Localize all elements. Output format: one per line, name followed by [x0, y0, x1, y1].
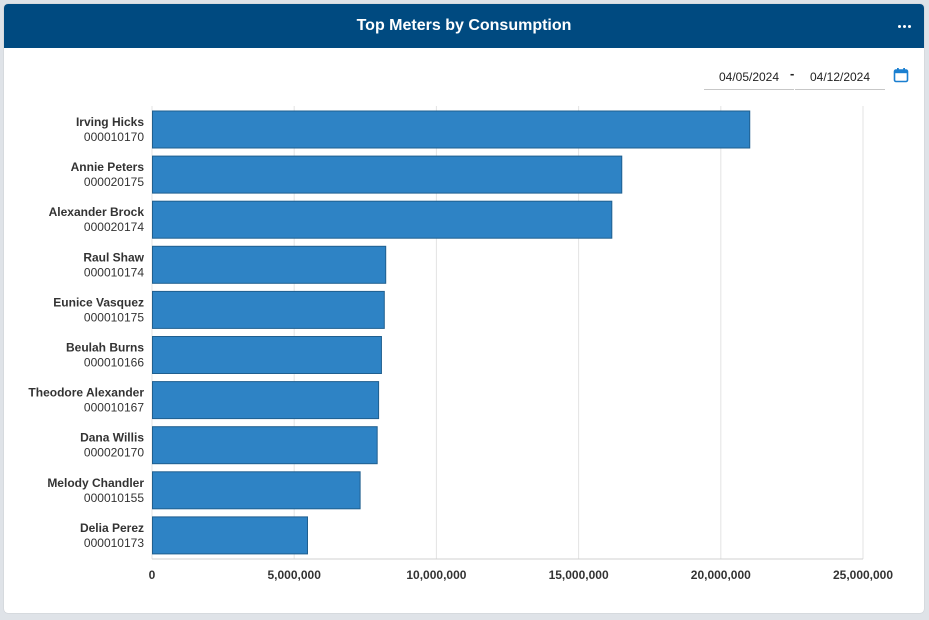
bar-2[interactable]	[152, 155, 623, 194]
category-name-label: Alexander Brock	[49, 205, 145, 219]
x-tick-label: 20,000,000	[691, 568, 751, 582]
date-range-separator: -	[790, 66, 795, 81]
category-name-label: Melody Chandler	[47, 476, 144, 490]
x-tick-label: 25,000,000	[833, 568, 893, 582]
category-name-label: Eunice Vasquez	[53, 295, 144, 309]
widget-panel: Top Meters by Consumption 04/05/2024 - 0…	[4, 4, 924, 613]
category-id-label: 000020174	[84, 220, 144, 234]
bar-6[interactable]	[152, 336, 382, 374]
category-name-label: Theodore Alexander	[28, 386, 144, 400]
bar-9[interactable]	[152, 471, 361, 510]
bar-10[interactable]	[152, 516, 308, 555]
category-id-label: 000010166	[84, 356, 144, 370]
x-tick-label: 15,000,000	[549, 568, 609, 582]
category-name-label: Annie Peters	[71, 160, 145, 174]
category-id-label: 000020175	[84, 175, 144, 189]
category-id-label: 000010174	[84, 265, 144, 279]
category-name-label: Irving Hicks	[76, 115, 144, 129]
x-tick-label: 0	[149, 568, 156, 582]
bar-3[interactable]	[152, 200, 613, 239]
more-options-icon[interactable]	[894, 16, 914, 36]
widget-header: Top Meters by Consumption	[4, 4, 924, 48]
category-name-label: Raul Shaw	[83, 250, 144, 264]
category-name-label: Dana Willis	[80, 431, 144, 445]
category-id-label: 000010167	[84, 401, 144, 415]
bar-7[interactable]	[152, 381, 380, 420]
category-name-label: Beulah Burns	[66, 341, 144, 355]
x-tick-label: 5,000,000	[268, 568, 322, 582]
start-date-field[interactable]: 04/05/2024	[704, 65, 794, 90]
bar-8[interactable]	[152, 426, 378, 465]
category-id-label: 000010173	[84, 536, 144, 550]
bar-5[interactable]	[152, 290, 385, 329]
bar-1[interactable]	[152, 110, 751, 149]
category-id-label: 000010155	[84, 491, 144, 505]
category-id-label: 000010175	[84, 310, 144, 324]
widget-title: Top Meters by Consumption	[356, 17, 572, 34]
end-date-field[interactable]: 04/12/2024	[795, 65, 885, 90]
calendar-icon[interactable]	[893, 67, 909, 83]
category-id-label: 000010170	[84, 130, 144, 144]
x-tick-label: 10,000,000	[406, 568, 466, 582]
category-id-label: 000020170	[84, 446, 144, 460]
category-name-label: Delia Perez	[80, 521, 144, 535]
bar-4[interactable]	[152, 245, 387, 284]
